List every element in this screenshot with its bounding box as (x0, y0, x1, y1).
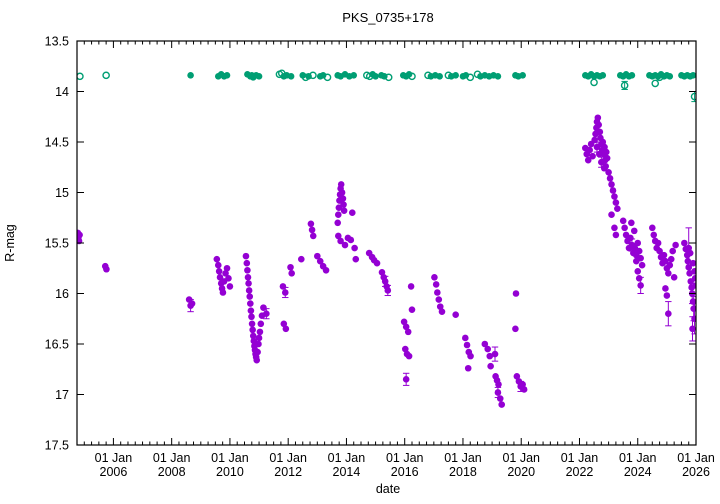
data-points-layer (77, 69, 696, 408)
x-tick-label: 01 Jan 2024 (619, 451, 657, 479)
x-tick-label: 01 Jan 2010 (211, 451, 249, 479)
x-tick-label: 01 Jan 2020 (502, 451, 540, 479)
y-tick-label: 16 (55, 287, 69, 301)
x-tick-label: 01 Jan 2006 (95, 451, 133, 479)
x-tick-label: 01 Jan 2008 (153, 451, 191, 479)
y-tick-label: 15.5 (45, 237, 69, 251)
y-tick-label: 15 (55, 186, 69, 200)
plot-generated-content: 01 Jan 2006 01 Jan 2008 01 Jan 2010 01 Jan 2012… (45, 35, 715, 480)
x-tick-label: 01 Jan 2012 (269, 451, 307, 479)
y-tick-label: 14 (55, 85, 69, 99)
x-axis-label: date (376, 482, 400, 496)
chart-title: PKS_0735+178 (342, 10, 433, 25)
x-tick-label: 01 Jan 2014 (328, 451, 366, 479)
y-tick-label: 13.5 (45, 35, 69, 49)
x-tick-label: 01 Jan 2026 (677, 451, 715, 479)
y-tick-label: 17.5 (45, 439, 69, 453)
x-tick-label: 01 Jan 2018 (444, 451, 482, 479)
series-comparison-star (77, 69, 696, 103)
y-axis-ticks: 13.5 14 14.5 15 15.5 16 16.5 17 17.5 (45, 35, 696, 453)
y-axis-label: R-mag (3, 224, 17, 262)
y-tick-label: 17 (55, 388, 69, 402)
plot-border (76, 40, 697, 446)
x-tick-label: 01 Jan 2022 (561, 451, 599, 479)
y-tick-label: 16.5 (45, 338, 69, 352)
x-axis-ticks (76, 41, 697, 445)
series-blazar (77, 114, 696, 408)
x-tick-label: 01 Jan 2016 (386, 451, 424, 479)
y-tick-label: 14.5 (45, 136, 69, 150)
x-axis-tick-labels: 01 Jan 2006 01 Jan 2008 01 Jan 2010 01 Jan 2012… (95, 451, 715, 479)
